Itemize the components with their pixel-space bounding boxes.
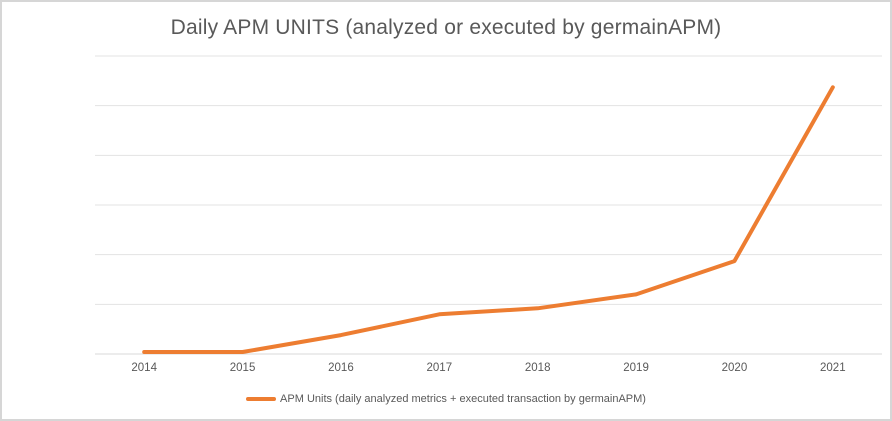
x-axis-label: 2019 bbox=[623, 362, 649, 374]
x-axis-label: 2017 bbox=[426, 362, 453, 374]
x-axis-label: 2020 bbox=[721, 362, 748, 374]
x-axis: 2014 2015 2016 2017 2018 2019 2020 2021 bbox=[2, 362, 890, 378]
series-line-apm-units bbox=[142, 85, 835, 354]
x-axis-label: 2015 bbox=[229, 362, 256, 374]
x-axis-label: 2018 bbox=[524, 362, 551, 374]
legend-swatch-icon bbox=[246, 397, 277, 401]
x-axis-label: 2016 bbox=[328, 362, 354, 374]
legend: APM Units (daily analyzed metrics + exec… bbox=[2, 393, 890, 405]
x-axis-label: 2021 bbox=[820, 362, 846, 374]
legend-label: APM Units (daily analyzed metrics + exec… bbox=[280, 393, 646, 405]
x-axis-label: 2014 bbox=[131, 362, 157, 374]
chart-title: Daily APM UNITS (analyzed or executed by… bbox=[170, 16, 722, 39]
